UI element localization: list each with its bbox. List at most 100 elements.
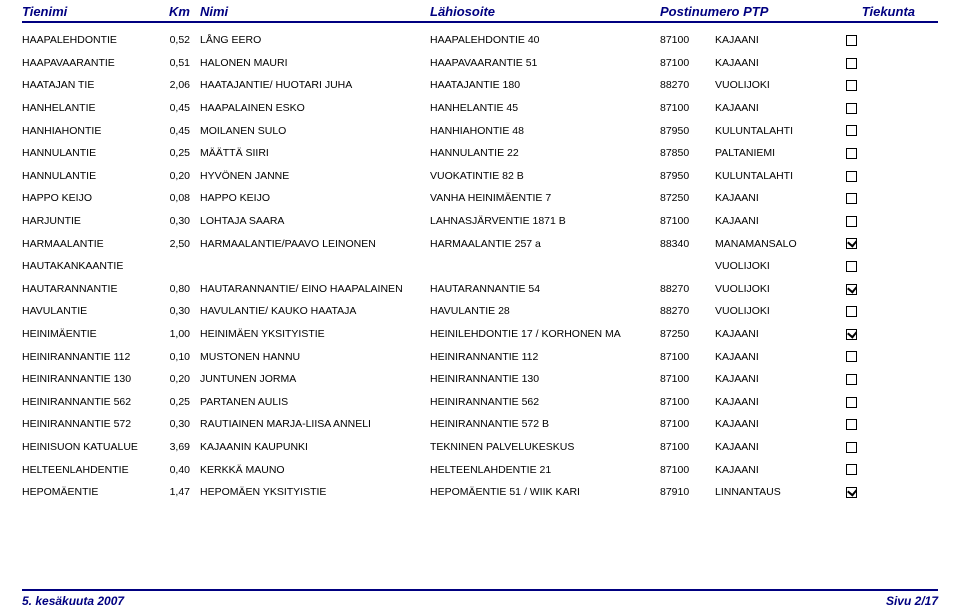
header-postinumero-ptp: Postinumero PTP (660, 4, 835, 19)
cell-nimi: LOHTAJA SAARA (200, 215, 430, 227)
cell-lahiosoite: HEINIRANNANTIE 130 (430, 373, 660, 385)
cell-nimi: MUSTONEN HANNU (200, 351, 430, 363)
cell-check (835, 464, 857, 476)
cell-nimi: HARMAALANTIE/PAAVO LEINONEN (200, 238, 430, 250)
cell-km: 0,25 (162, 396, 200, 408)
cell-check (835, 192, 857, 204)
cell-km: 1,00 (162, 328, 200, 340)
cell-postinumero: 87100 (660, 351, 715, 363)
cell-lahiosoite: VANHA HEINIMÄENTIE 7 (430, 192, 660, 204)
cell-ptp: KAJAANI (715, 102, 835, 114)
cell-check (835, 486, 857, 498)
cell-km: 0,45 (162, 102, 200, 114)
table-row: HEINIRANNANTIE 1120,10MUSTONEN HANNUHEIN… (22, 345, 938, 368)
cell-tienimi: HAUTAKANKAANTIE (22, 260, 162, 272)
table-row: HEPOMÄENTIE1,47HEPOMÄEN YKSITYISTIEHEPOM… (22, 481, 938, 504)
cell-lahiosoite: HAAPALEHDONTIE 40 (430, 34, 660, 46)
cell-ptp: KAJAANI (715, 464, 835, 476)
cell-check (835, 373, 857, 385)
cell-ptp: VUOLIJOKI (715, 79, 835, 91)
cell-km: 0,10 (162, 351, 200, 363)
cell-check (835, 125, 857, 137)
cell-tienimi: HELTEENLAHDENTIE (22, 464, 162, 476)
cell-km: 0,51 (162, 57, 200, 69)
cell-km: 2,50 (162, 238, 200, 250)
cell-nimi: LÅNG EERO (200, 34, 430, 46)
checkbox-icon (846, 261, 857, 272)
cell-check (835, 34, 857, 46)
cell-lahiosoite: HAVULANTIE 28 (430, 305, 660, 317)
table-row: HELTEENLAHDENTIE0,40KERKKÄ MAUNOHELTEENL… (22, 458, 938, 481)
cell-tienimi: HAATAJAN TIE (22, 79, 162, 91)
table-row: HANHELANTIE0,45HAAPALAINEN ESKOHANHELANT… (22, 97, 938, 120)
cell-lahiosoite: HANHIAHONTIE 48 (430, 125, 660, 137)
table-row: HAVULANTIE0,30HAVULANTIE/ KAUKO HAATAJAH… (22, 300, 938, 323)
cell-postinumero: 87250 (660, 192, 715, 204)
cell-tienimi: HEINIRANNANTIE 562 (22, 396, 162, 408)
checkbox-icon (846, 238, 857, 249)
footer-page: Sivu 2/17 (886, 594, 938, 608)
table-header: Tienimi Km Nimi Lähiosoite Postinumero P… (22, 4, 938, 23)
cell-tienimi: HAUTARANNANTIE (22, 283, 162, 295)
checkbox-icon (846, 397, 857, 408)
cell-lahiosoite: HAATAJANTIE 180 (430, 79, 660, 91)
cell-ptp: KULUNTALAHTI (715, 125, 835, 137)
cell-check (835, 79, 857, 91)
cell-lahiosoite: HEINIRANNANTIE 562 (430, 396, 660, 408)
cell-postinumero: 88340 (660, 238, 715, 250)
cell-ptp: KAJAANI (715, 373, 835, 385)
cell-nimi: MÄÄTTÄ SIIRI (200, 147, 430, 159)
cell-check (835, 328, 857, 340)
cell-check (835, 215, 857, 227)
cell-ptp: KAJAANI (715, 418, 835, 430)
cell-lahiosoite: HEINIRANNANTIE 112 (430, 351, 660, 363)
table-row: HARMAALANTIE2,50HARMAALANTIE/PAAVO LEINO… (22, 232, 938, 255)
table-row: HEINIRANNANTIE 1300,20JUNTUNEN JORMAHEIN… (22, 368, 938, 391)
cell-km: 1,47 (162, 486, 200, 498)
cell-nimi: PARTANEN AULIS (200, 396, 430, 408)
cell-postinumero: 87100 (660, 373, 715, 385)
cell-km: 2,06 (162, 79, 200, 91)
table-row: HANNULANTIE0,25MÄÄTTÄ SIIRIHANNULANTIE 2… (22, 142, 938, 165)
cell-lahiosoite: LAHNASJÄRVENTIE 1871 B (430, 215, 660, 227)
cell-ptp: KAJAANI (715, 351, 835, 363)
cell-lahiosoite: HANHELANTIE 45 (430, 102, 660, 114)
cell-lahiosoite: VUOKATINTIE 82 B (430, 170, 660, 182)
checkbox-icon (846, 148, 857, 159)
cell-ptp: VUOLIJOKI (715, 260, 835, 272)
cell-postinumero: 88270 (660, 305, 715, 317)
cell-lahiosoite: HANNULANTIE 22 (430, 147, 660, 159)
table-body: HAAPALEHDONTIE0,52LÅNG EEROHAAPALEHDONTI… (22, 29, 938, 503)
cell-lahiosoite: HEPOMÄENTIE 51 / WIIK KARI (430, 486, 660, 498)
cell-tienimi: HANNULANTIE (22, 147, 162, 159)
cell-check (835, 418, 857, 430)
cell-tienimi: HAAPALEHDONTIE (22, 34, 162, 46)
cell-postinumero: 87250 (660, 328, 715, 340)
cell-tienimi: HEINIMÄENTIE (22, 328, 162, 340)
cell-ptp: MANAMANSALO (715, 238, 835, 250)
cell-km: 0,40 (162, 464, 200, 476)
cell-tienimi: HARMAALANTIE (22, 238, 162, 250)
table-row: HAAPAVAARANTIE0,51HALONEN MAURIHAAPAVAAR… (22, 52, 938, 75)
checkbox-icon (846, 193, 857, 204)
cell-ptp: KAJAANI (715, 396, 835, 408)
cell-nimi: MOILANEN SULO (200, 125, 430, 137)
header-ptp-text: PTP (743, 4, 768, 19)
cell-ptp: KAJAANI (715, 441, 835, 453)
cell-postinumero: 87850 (660, 147, 715, 159)
page-footer: 5. kesäkuuta 2007 Sivu 2/17 (22, 589, 938, 608)
cell-tienimi: HEINISUON KATUALUE (22, 441, 162, 453)
cell-tienimi: HEINIRANNANTIE 112 (22, 351, 162, 363)
cell-postinumero: 87100 (660, 441, 715, 453)
cell-ptp: KAJAANI (715, 328, 835, 340)
table-row: HAUTAKANKAANTIE VUOLIJOKI (22, 255, 938, 278)
table-row: HEINIRANNANTIE 5720,30RAUTIAINEN MARJA-L… (22, 413, 938, 436)
cell-postinumero: 87950 (660, 170, 715, 182)
cell-postinumero: 87950 (660, 125, 715, 137)
cell-nimi: KAJAANIN KAUPUNKI (200, 441, 430, 453)
cell-lahiosoite: HAUTARANNANTIE 54 (430, 283, 660, 295)
cell-postinumero: 88270 (660, 283, 715, 295)
cell-tienimi: HEPOMÄENTIE (22, 486, 162, 498)
cell-km: 0,08 (162, 192, 200, 204)
table-row: HAPPO KEIJO0,08HAPPO KEIJOVANHA HEINIMÄE… (22, 187, 938, 210)
